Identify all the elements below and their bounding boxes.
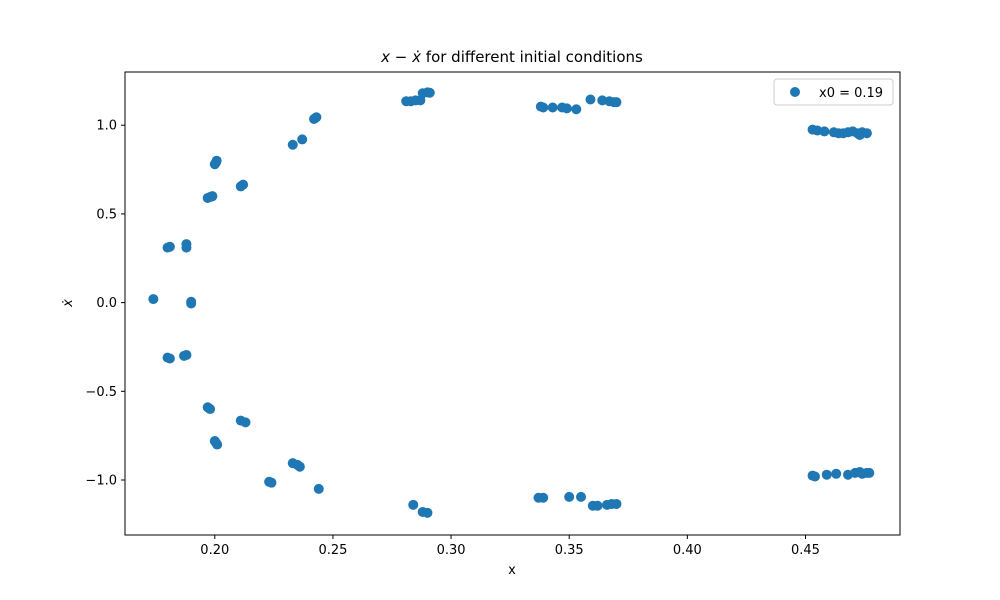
scatter-point	[592, 500, 603, 511]
scatter-point	[422, 507, 433, 518]
scatter-point	[611, 498, 622, 509]
scatter-point	[205, 404, 216, 415]
scatter-point	[564, 491, 575, 502]
x-tick-label: 0.45	[791, 543, 820, 558]
y-axis-ticks: −1.0 −0.5 0.0 0.5 1.0	[85, 119, 125, 489]
scatter-point	[179, 350, 190, 361]
scatter-point	[864, 467, 875, 478]
scatter-point	[585, 94, 596, 105]
plot-frame	[124, 71, 901, 536]
scatter-point	[238, 179, 249, 190]
scatter-point	[611, 97, 622, 108]
scatter-point	[819, 126, 830, 137]
x-tick-label: 0.30	[437, 543, 466, 558]
legend: x0 = 0.19	[773, 78, 894, 106]
scatter-point	[148, 294, 159, 305]
scatter-point	[821, 469, 832, 480]
x-axis-ticks: 0.20 0.25 0.30 0.35 0.40 0.45	[200, 535, 820, 558]
y-tick-label: 1.0	[96, 119, 117, 134]
plot-area	[124, 71, 901, 536]
chart-title-math: x − ẋ	[380, 48, 421, 66]
scatter-point	[424, 87, 435, 98]
scatter-point	[297, 134, 308, 145]
scatter-point	[571, 104, 582, 115]
chart-title: x − ẋ for different initial conditions	[380, 48, 643, 66]
scatter-point	[861, 128, 872, 139]
scatter-point	[294, 461, 305, 472]
scatter-point	[561, 103, 572, 114]
scatter-point	[186, 298, 197, 309]
chart-title-text: for different initial conditions	[421, 48, 643, 66]
scatter-point	[408, 499, 419, 510]
legend-box	[773, 78, 894, 106]
scatter-point	[311, 112, 322, 123]
x-tick-label: 0.25	[318, 543, 347, 558]
scatter-points	[148, 87, 875, 518]
scatter-point	[576, 491, 587, 502]
legend-marker	[790, 87, 800, 97]
y-tick-label: −1.0	[85, 474, 117, 489]
scatter-point	[207, 191, 218, 202]
legend-label: x0 = 0.19	[819, 86, 883, 101]
scatter-point	[164, 241, 175, 252]
scatter-point	[164, 353, 175, 364]
x-tick-label: 0.20	[200, 543, 229, 558]
scatter-point	[538, 102, 549, 113]
x-axis-label: x	[508, 563, 516, 578]
scatter-point	[287, 139, 298, 150]
scatter-point	[547, 102, 558, 113]
scatter-point	[181, 239, 192, 250]
scatter-point	[313, 483, 324, 494]
scatter-point	[266, 477, 277, 488]
scatter-point	[212, 439, 223, 450]
y-tick-label: 0.5	[96, 207, 117, 222]
x-tick-label: 0.40	[673, 543, 702, 558]
scatter-point	[240, 417, 251, 428]
x-tick-label: 0.35	[555, 543, 584, 558]
scatter-point	[538, 492, 549, 503]
scatter-point	[809, 471, 820, 482]
y-tick-label: 0.0	[96, 296, 117, 311]
y-tick-label: −0.5	[85, 385, 117, 400]
scatter-point	[211, 155, 222, 166]
y-axis-label: ẋ	[61, 299, 76, 308]
scatter-point	[831, 468, 842, 479]
